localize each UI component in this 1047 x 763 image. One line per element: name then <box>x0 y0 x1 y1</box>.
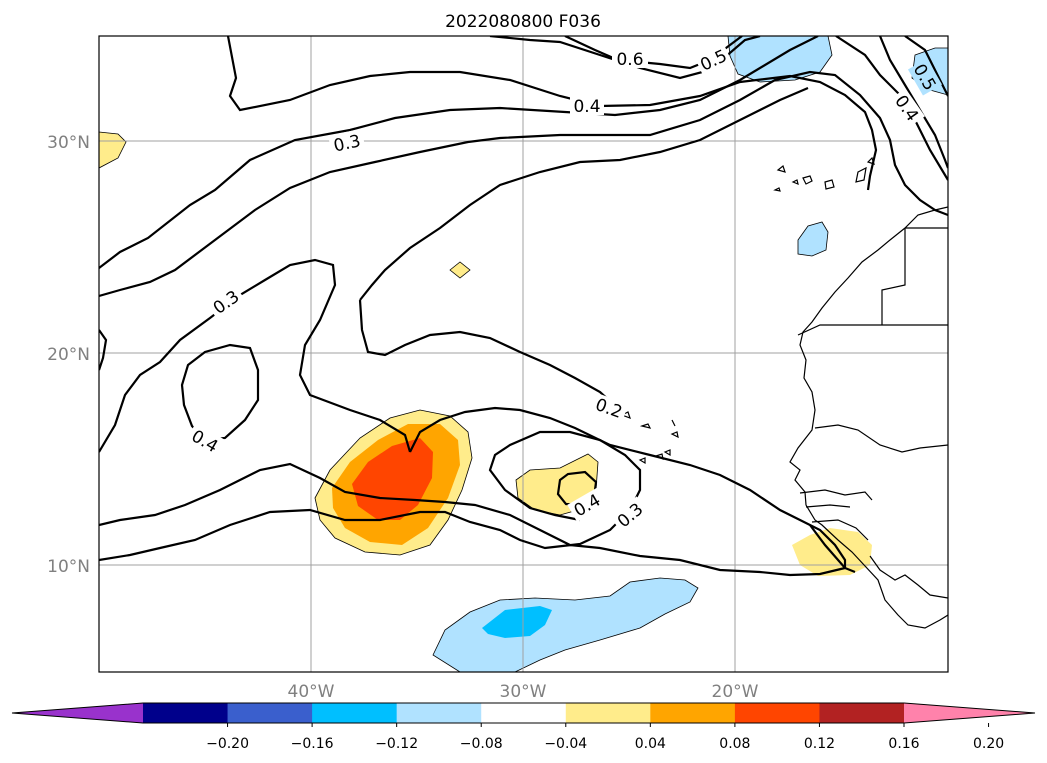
colorbar-tick-label: 0.12 <box>804 736 835 752</box>
positive-anomaly-dot <box>449 261 471 279</box>
negative-anomaly-core <box>482 606 552 638</box>
colorbar-cell <box>481 703 567 723</box>
colorbar-cell <box>227 703 313 723</box>
contour-03-bottom <box>99 430 642 562</box>
colorbar-tick-label: −0.04 <box>544 736 587 752</box>
map-title: 2022080800 F036 <box>445 12 601 32</box>
lon-label-30w: 30°W <box>500 682 547 702</box>
colorbar-cell <box>650 703 736 723</box>
colorbar-arrow-left <box>12 703 143 723</box>
colorbar-tick-label: 0.08 <box>719 736 750 752</box>
contour-02-inner <box>409 406 847 568</box>
negative-anomaly-south <box>432 577 699 672</box>
contour-coast <box>809 524 856 574</box>
lon-labels: 40°W 30°W 20°W <box>288 682 759 702</box>
colorbar-tick-label: −0.20 <box>206 736 249 752</box>
colorbar-tick-label: −0.16 <box>291 736 334 752</box>
colorbar-tick-label: 0.20 <box>973 736 1004 752</box>
map-frame <box>98 35 949 673</box>
contour-06 <box>564 36 743 70</box>
contour-ne-2 <box>904 36 948 97</box>
contour-02-north <box>359 86 809 301</box>
contour-label: 0.4 <box>573 97 600 117</box>
contour-03-mid <box>99 70 948 298</box>
contour-03-big <box>99 258 412 453</box>
colorbar-arrow-right <box>904 703 1035 723</box>
lat-labels: 30°N 20°N 10°N <box>47 133 90 577</box>
map-area: 0.6 0.5 0.4 0.4 0.3 0.3 0.4 0.2 0.4 0.3 … <box>99 36 948 672</box>
lon-label-40w: 40°W <box>288 682 335 702</box>
colorbar-cell <box>565 703 651 723</box>
colorbar-cell <box>396 703 482 723</box>
shaded-fields <box>99 36 948 672</box>
colorbar: −0.20 −0.16 −0.12 −0.08 −0.04 0.04 0.08 0.12 0.1… <box>11 702 1036 752</box>
contour-02-west <box>358 299 623 413</box>
contour-03-top <box>99 36 819 269</box>
lat-label-20n: 20°N <box>47 345 90 365</box>
contour-label: 0.6 <box>616 50 643 70</box>
lon-label-20w: 20°W <box>712 682 759 702</box>
lat-label-30n: 30°N <box>47 133 90 153</box>
lat-label-10n: 10°N <box>47 557 90 577</box>
colorbar-tick-label: 0.16 <box>888 736 919 752</box>
colorbar-tick-label: 0.04 <box>635 736 666 752</box>
colorbar-cell <box>143 703 229 723</box>
colorbar-cell <box>312 703 398 723</box>
colorbar-tick-label: −0.08 <box>460 736 503 752</box>
colorbar-tick-label: −0.12 <box>375 736 418 752</box>
coastlines <box>620 156 948 629</box>
negative-anomaly-canary <box>797 221 829 257</box>
contour-04-ring <box>180 343 260 442</box>
colorbar-cell <box>819 703 905 723</box>
colorbar-cell <box>734 703 820 723</box>
contour-04-west <box>99 329 108 371</box>
colorbar-frame <box>11 702 1036 724</box>
contour-02-big <box>99 462 846 577</box>
